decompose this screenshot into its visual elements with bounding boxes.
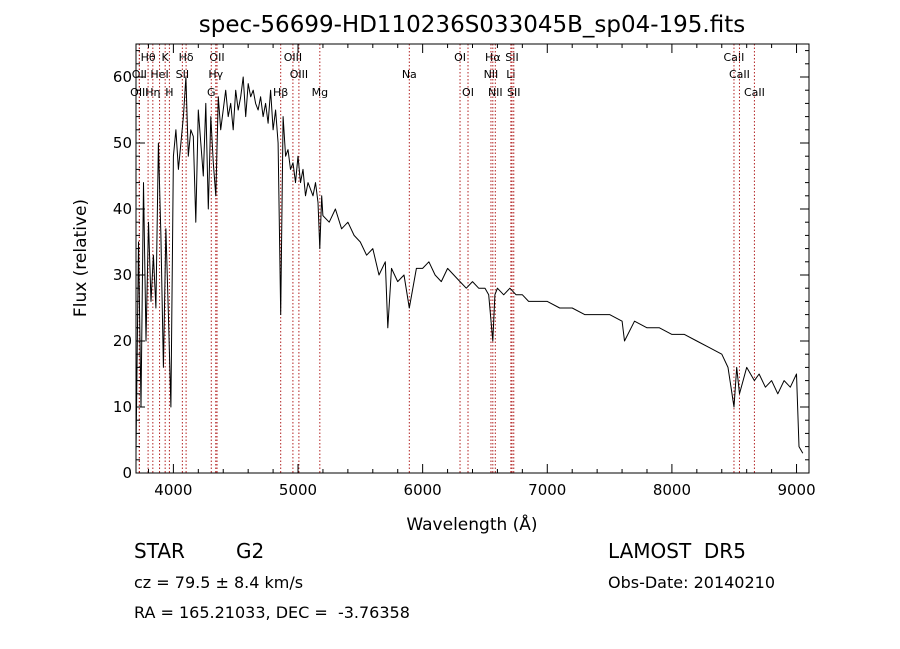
spectral-line-label: G bbox=[207, 86, 216, 99]
spectral-line-label: OIII bbox=[290, 68, 308, 81]
spectral-line-label: Hγ bbox=[208, 68, 223, 81]
spectral-line-label: OI bbox=[462, 86, 474, 99]
object-subclass: G2 bbox=[236, 539, 265, 563]
y-axis-label: Flux (relative) bbox=[71, 199, 91, 317]
x-tick-label: 7000 bbox=[528, 481, 566, 499]
x-tick-label: 6000 bbox=[404, 481, 442, 499]
redshift-readout: cz = 79.5 ± 8.4 km/s bbox=[134, 573, 304, 592]
spectral-line-label: OI bbox=[454, 51, 466, 64]
spectral-line-label: NII bbox=[484, 68, 499, 81]
spectral-line-label: SII bbox=[505, 51, 518, 64]
y-tick-label: 20 bbox=[113, 332, 132, 350]
spectral-line-label: CaII bbox=[744, 86, 765, 99]
y-tick-label: 10 bbox=[113, 398, 132, 416]
spectral-line-label: OIII bbox=[130, 86, 148, 99]
spectral-line-label: Hθ bbox=[141, 51, 156, 64]
obs-date: Obs-Date: 20140210 bbox=[608, 573, 776, 592]
y-tick-label: 50 bbox=[113, 134, 132, 152]
spectral-line-label: NII bbox=[488, 86, 503, 99]
x-tick-label: 8000 bbox=[653, 481, 691, 499]
spectral-line-label: SII bbox=[507, 86, 520, 99]
x-tick-label: 4000 bbox=[154, 481, 192, 499]
survey-name: LAMOST DR5 bbox=[608, 539, 746, 563]
spectral-line-label: Li bbox=[506, 68, 515, 81]
spectrum-series bbox=[135, 76, 804, 454]
plot-frame bbox=[135, 43, 810, 474]
spectral-line-label: Hη bbox=[145, 86, 160, 99]
object-class: STAR bbox=[134, 539, 185, 563]
spectral-line-label: Hβ bbox=[273, 86, 288, 99]
spectral-line-label: Hα bbox=[485, 51, 501, 64]
coordinates: RA = 165.21033, DEC = -3.76358 bbox=[134, 603, 410, 622]
y-tick-label: 0 bbox=[122, 464, 132, 482]
y-tick-label: 60 bbox=[113, 68, 132, 86]
spectral-line-label: HeI bbox=[150, 68, 168, 81]
spectral-line-label: Hδ bbox=[179, 51, 194, 64]
spectral-line-label: K bbox=[162, 51, 170, 64]
spectral-line-label: OIII bbox=[284, 51, 302, 64]
y-tick-label: 30 bbox=[113, 266, 132, 284]
axes: 4000 5000 6000 7000 8000 9000 0 10 20 30 40 50 60 bbox=[113, 44, 816, 499]
x-tick-label: 5000 bbox=[279, 481, 317, 499]
spectral-line-label: Na bbox=[402, 68, 417, 81]
x-axis-label: Wavelength (Å) bbox=[406, 513, 537, 535]
x-tick-label: 9000 bbox=[777, 481, 815, 499]
spectral-line-label: OII bbox=[209, 51, 224, 64]
spectrum-line bbox=[135, 76, 804, 454]
y-tick-label: 40 bbox=[113, 200, 132, 218]
spectral-line-label: SII bbox=[176, 68, 189, 81]
spectral-line-label: CaII bbox=[724, 51, 745, 64]
spectral-line-label: Mg bbox=[312, 86, 328, 99]
spectral-line-label: CaII bbox=[729, 68, 750, 81]
chart-title: spec-56699-HD110236S033045B_sp04-195.fit… bbox=[199, 12, 745, 38]
spectral-line-label: H bbox=[165, 86, 173, 99]
